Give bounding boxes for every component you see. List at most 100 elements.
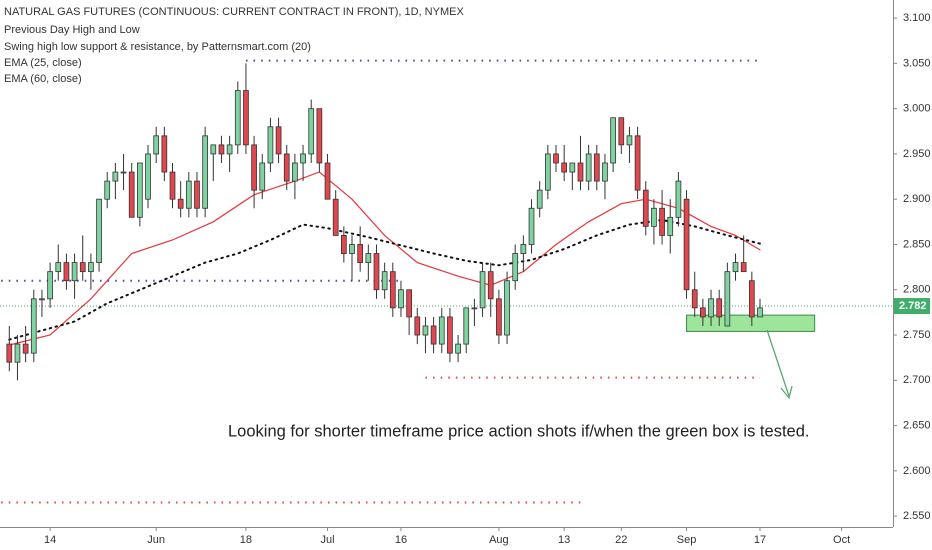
candle-body — [748, 280, 755, 318]
candle-body — [520, 244, 527, 254]
candle-body — [691, 289, 698, 309]
candle-body — [414, 316, 421, 336]
candle-body — [430, 325, 437, 345]
x-tick-label: Aug — [489, 534, 509, 546]
chart-title: NATURAL GAS FUTURES (CONTINUOUS: CURRENT… — [4, 6, 464, 18]
y-tick-label: 2.750 — [903, 329, 931, 341]
candle-body — [63, 262, 70, 282]
last-price-label: 2.782 — [899, 300, 927, 312]
candle-body — [683, 198, 690, 291]
y-tick-label: 2.850 — [903, 238, 931, 250]
candle-body — [267, 126, 274, 164]
candle-body — [234, 90, 241, 146]
candle-body — [536, 189, 543, 209]
candle-body — [169, 171, 176, 200]
legend-entry: EMA (25, close) — [4, 57, 82, 69]
x-tick-label: 22 — [615, 534, 627, 546]
candle-body — [145, 153, 151, 200]
candle-body — [651, 207, 657, 227]
annotation: Looking for shorter timeframe price acti… — [228, 422, 809, 440]
candle-body — [438, 316, 445, 345]
candle-body — [308, 108, 315, 155]
candle-body — [128, 171, 135, 218]
candle-body — [79, 262, 86, 273]
candle-body — [47, 271, 53, 300]
y-tick-label: 2.800 — [903, 284, 931, 296]
indicator-label: Previous Day High and Low — [4, 24, 140, 36]
y-tick-label: 2.550 — [903, 510, 931, 522]
candle-body — [422, 325, 429, 336]
y-tick-label: 2.650 — [903, 419, 931, 431]
candle-body — [30, 298, 37, 354]
y-tick-label: 3.000 — [903, 103, 931, 115]
candle-body — [357, 244, 364, 263]
candle-body — [6, 343, 13, 363]
candle-body — [700, 307, 706, 318]
candle-body — [283, 153, 290, 182]
arrow — [766, 329, 793, 400]
candle-body — [675, 180, 682, 218]
candle-body — [406, 289, 412, 318]
x-tick-label: 13 — [558, 534, 570, 546]
x-tick-label: 16 — [395, 534, 407, 546]
candle-body — [528, 207, 535, 245]
candle-body — [316, 108, 323, 164]
ema-line — [8, 218, 761, 341]
candle-body — [708, 298, 714, 318]
candle-body — [732, 262, 739, 273]
candle-body — [137, 162, 143, 218]
candle-body — [112, 171, 119, 182]
x-tick-label: 14 — [44, 534, 56, 546]
candle-body — [251, 144, 257, 191]
ema-line — [8, 171, 761, 346]
candle-body — [496, 298, 502, 336]
candle-body — [292, 162, 298, 182]
plot — [0, 59, 893, 504]
candle-body — [504, 280, 510, 336]
candle-body — [71, 262, 78, 282]
x-tick-label: Jul — [321, 534, 335, 546]
y-tick-label: 3.050 — [903, 57, 931, 69]
candle-body — [610, 117, 616, 164]
x-tick-label: Oct — [833, 534, 850, 546]
candle-body — [14, 343, 21, 363]
x-tick-label: Sep — [677, 534, 697, 546]
candle-body — [185, 180, 192, 209]
candle-body — [626, 135, 633, 146]
x-tick-label: 18 — [240, 534, 252, 546]
candle-body — [104, 180, 111, 200]
candle-body — [740, 262, 747, 273]
candle-body — [381, 271, 388, 291]
candle-body — [463, 307, 470, 345]
indicator-label: Swing high low support & resistance, by … — [4, 41, 311, 53]
candle-body — [602, 162, 608, 182]
candle-body — [561, 162, 568, 173]
x-tick-label: Jun — [147, 534, 165, 546]
candle-body — [667, 216, 674, 236]
candle-body — [218, 144, 225, 155]
candle-body — [512, 253, 519, 282]
candle-body — [569, 162, 576, 173]
price-zone — [686, 314, 816, 332]
candle-body — [194, 180, 200, 209]
candle-body — [544, 153, 551, 191]
candle-body — [659, 207, 665, 236]
y-tick-label: 2.900 — [903, 193, 931, 205]
candle-body — [153, 135, 160, 155]
candle-body — [349, 244, 355, 254]
y-tick-label: 2.950 — [903, 148, 931, 160]
candle-body — [716, 298, 723, 318]
candle-body — [471, 307, 478, 310]
candle-body — [553, 153, 559, 164]
candle-body — [373, 253, 380, 291]
candle-body — [585, 153, 592, 182]
candle-body — [642, 189, 649, 227]
candle-body — [88, 262, 94, 273]
candle-body — [22, 343, 29, 354]
candle-body — [577, 162, 584, 182]
candle-body — [332, 198, 339, 236]
candle-body — [96, 198, 102, 263]
x-tick-label: 17 — [754, 534, 766, 546]
